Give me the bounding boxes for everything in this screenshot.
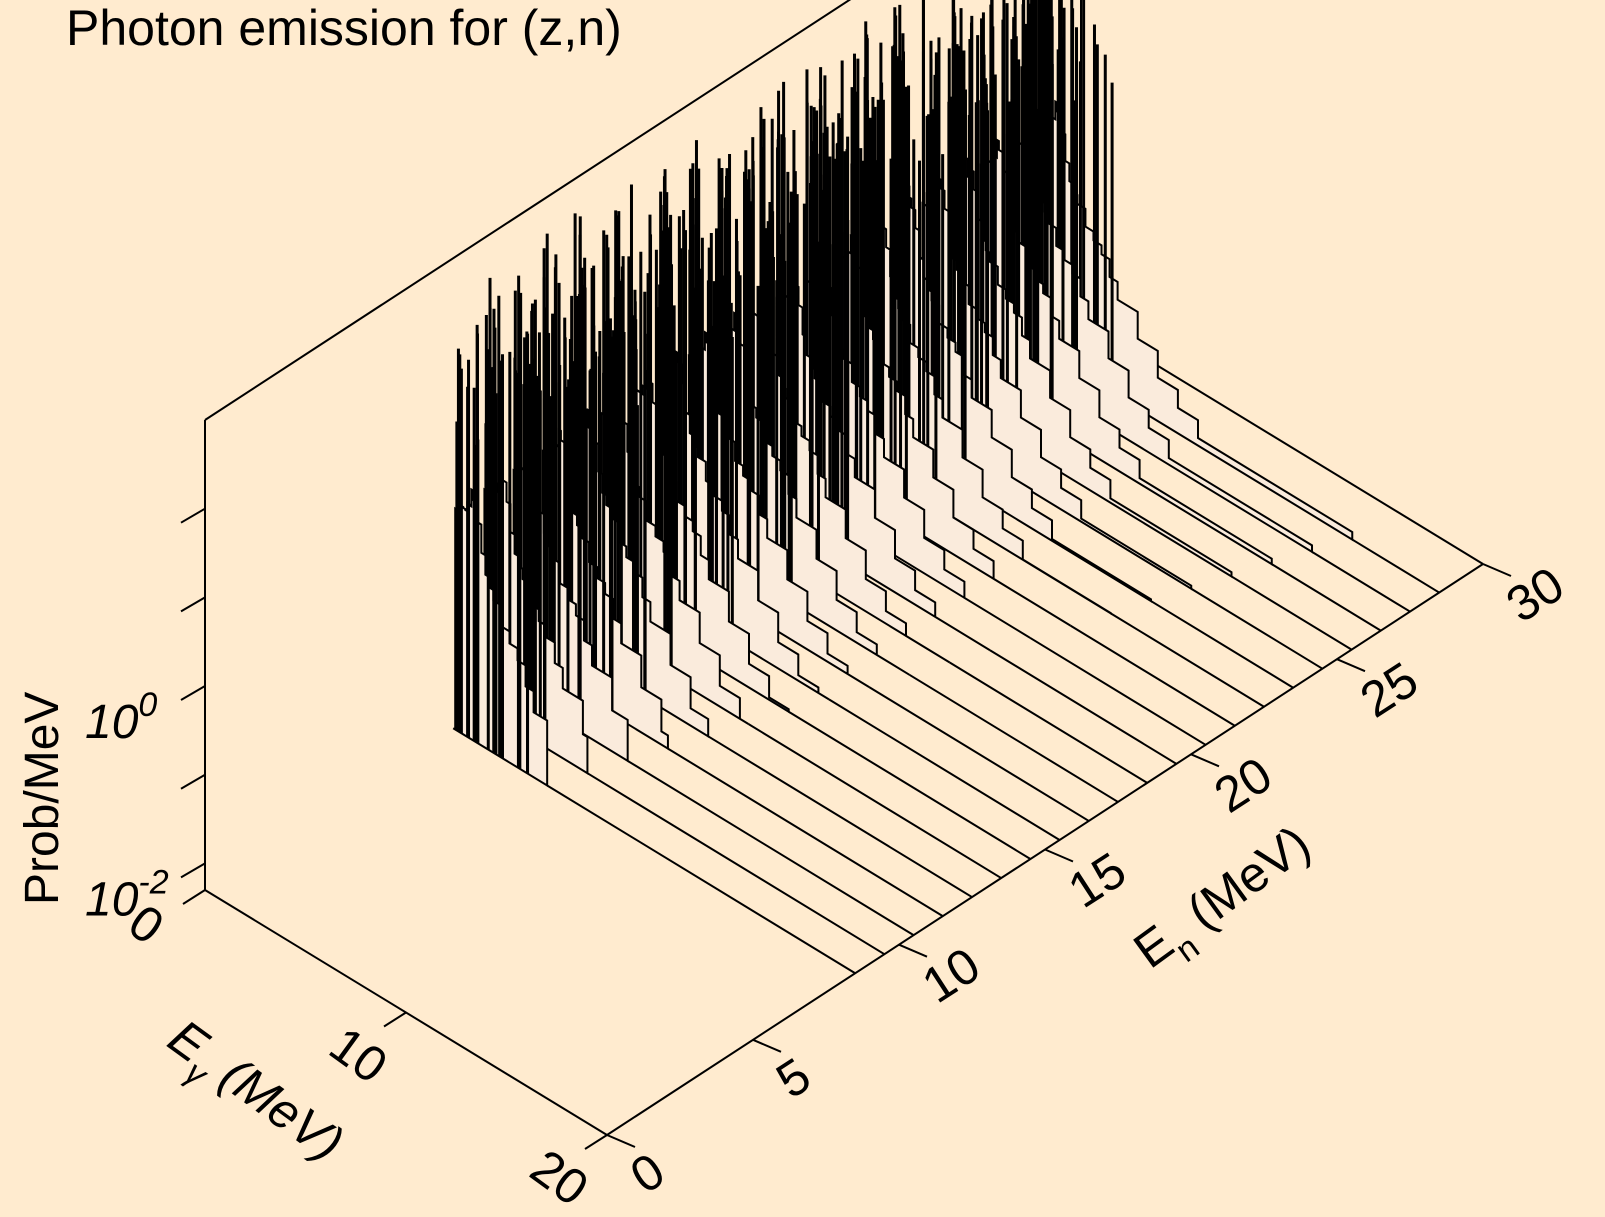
- y-tick-label: 5: [766, 1047, 820, 1109]
- x-tick: [182, 889, 206, 905]
- z-tick-label: 100: [85, 686, 157, 749]
- spectrum-baseline: [949, 661, 1148, 784]
- y-tick: [606, 1134, 636, 1148]
- spectrum-baseline: [1150, 600, 1294, 689]
- spectrum-baseline: [747, 723, 1002, 879]
- axes-layer: [180, 507, 1512, 1150]
- spectrum-ribbon: [452, 324, 856, 975]
- spectrum-baseline: [1230, 575, 1353, 651]
- y-tick-label: 20: [1204, 746, 1281, 823]
- y-tick-label: 25: [1350, 651, 1427, 728]
- spectrum-baseline: [828, 698, 1061, 841]
- y-tick: [1190, 753, 1220, 768]
- x-tick-label: 20: [521, 1139, 599, 1217]
- spectrum-baseline: [1069, 624, 1236, 727]
- spectrum-baseline: [1351, 538, 1440, 594]
- spectrum-baseline: [788, 710, 1031, 860]
- z-axis-label: Prob/MeV: [16, 692, 69, 905]
- z-tick: [180, 596, 206, 613]
- y-tick-label: 10: [912, 937, 989, 1014]
- y-tick-label: 30: [1496, 556, 1573, 633]
- y-tick-label: 0: [620, 1142, 674, 1204]
- z-tick: [180, 685, 206, 701]
- spectrum-baseline: [586, 772, 885, 956]
- x-axis-label: Eγ (MeV): [151, 1009, 354, 1183]
- spectrum-baseline: [989, 649, 1177, 765]
- x-tick: [383, 1011, 407, 1028]
- spectrum-baseline: [667, 747, 944, 917]
- y-tick: [1044, 848, 1074, 863]
- spectrum-baseline: [1029, 637, 1207, 746]
- spectrum-baseline: [1110, 612, 1265, 708]
- x-tick: [584, 1134, 608, 1150]
- spectrum-baseline: [546, 784, 856, 975]
- y-tick: [1482, 563, 1512, 577]
- back-top-edge: [204, 0, 852, 421]
- spectrum-baseline: [707, 735, 973, 898]
- spectrum-baseline: [1190, 587, 1323, 670]
- spectrum-baseline: [627, 760, 915, 937]
- chart-title: Photon emission for (z,n): [66, 0, 622, 56]
- spectrum-baseline: [1311, 551, 1411, 613]
- z-tick: [180, 507, 206, 524]
- z-tick-label: 10-2: [85, 863, 169, 926]
- series-layer: [452, 0, 1440, 975]
- y-tick-label: 15: [1058, 841, 1135, 918]
- y-axis-label: En (MeV): [1124, 815, 1328, 990]
- z-tick: [180, 773, 206, 790]
- y-tick: [752, 1038, 782, 1053]
- y-tick: [898, 943, 928, 958]
- y-tick: [1336, 658, 1366, 673]
- x-tick-label: 10: [320, 1016, 398, 1094]
- spectrum-baseline: [1271, 563, 1382, 632]
- spectrum-baseline: [868, 686, 1090, 822]
- spectrum-baseline: [908, 673, 1119, 803]
- z-tick: [180, 862, 206, 879]
